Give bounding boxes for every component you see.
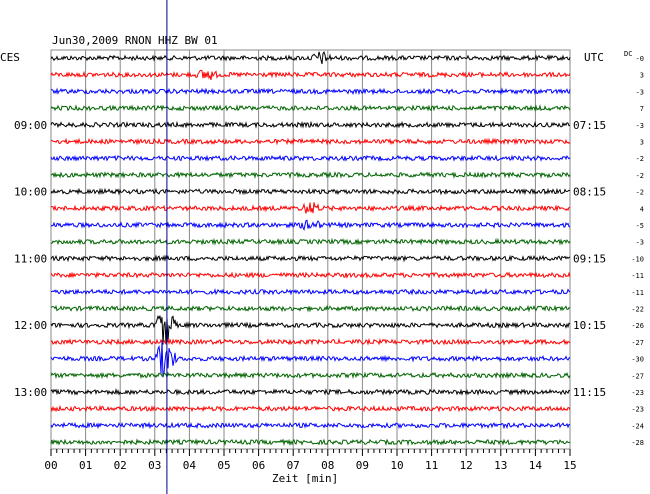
left-time-label: 10:00	[14, 186, 47, 199]
dc-offset-label: 7	[640, 105, 644, 113]
seismic-traces	[50, 50, 571, 447]
x-tick-label: 01	[79, 459, 92, 472]
dc-offset-label: -23	[631, 389, 644, 397]
dc-offset-label: -27	[631, 372, 644, 380]
trace-16	[50, 314, 571, 345]
left-time-label: 12:00	[14, 319, 47, 332]
x-tick-label: 03	[148, 459, 161, 472]
dc-offset-label: -30	[631, 356, 644, 364]
right-time-labels: 07:15 08:15 09:15 10:15 11:15	[573, 119, 606, 399]
x-axis-label: Zeit [min]	[272, 472, 338, 485]
dc-offset-label: -24	[631, 422, 644, 430]
dc-offset-label: -2	[636, 189, 644, 197]
dc-offset-label: 3	[640, 139, 644, 147]
x-tick-label: 08	[321, 459, 334, 472]
trace-15	[50, 304, 571, 313]
trace-6	[50, 154, 571, 163]
left-time-label: 11:00	[14, 252, 47, 265]
dc-offset-label: -2	[636, 155, 644, 163]
dc-offset-label: -23	[631, 406, 644, 414]
trace-10	[50, 219, 571, 231]
trace-3	[50, 104, 571, 112]
x-tick-label: 00	[44, 459, 57, 472]
dc-header-label: DC	[624, 50, 632, 58]
dc-offset-label: -2	[636, 172, 644, 180]
x-tick-label: 05	[217, 459, 230, 472]
right-timezone-label: UTC	[584, 51, 604, 64]
left-time-label: 13:00	[14, 386, 47, 399]
dc-offset-label: -22	[631, 306, 644, 314]
x-tick-label: 02	[114, 459, 127, 472]
dc-offset-label: -0	[636, 55, 644, 63]
trace-22	[50, 421, 571, 430]
trace-4	[50, 120, 570, 129]
chart-title: Jun30,2009 RNON HHZ BW 01	[52, 34, 218, 47]
trace-14	[50, 287, 571, 296]
x-tick-label: 14	[529, 459, 543, 472]
x-tick-label: 10	[390, 459, 403, 472]
trace-1	[50, 69, 571, 81]
left-time-label: 09:00	[14, 119, 47, 132]
x-tick-label: 04	[183, 459, 197, 472]
x-tick-label: 11	[425, 459, 438, 472]
dc-offset-label: 3	[640, 72, 644, 80]
left-time-labels: 09:00 10:00 11:00 12:00 13:00	[14, 119, 47, 399]
right-time-label: 11:15	[573, 386, 606, 399]
trace-8	[50, 187, 571, 196]
dc-offset-label: -10	[631, 255, 644, 263]
x-axis: 00 01 02 03 04 05 06 07 08 09 10 11 12 13 14 15	[44, 449, 577, 472]
x-tick-label: 12	[460, 459, 473, 472]
time-grid	[50, 49, 571, 450]
x-tick-label: 07	[287, 459, 300, 472]
right-time-label: 10:15	[573, 319, 606, 332]
trace-20	[50, 388, 571, 396]
dc-offset-label: -26	[631, 322, 644, 330]
dc-offset-label: -27	[631, 339, 644, 347]
dc-offset-label: -28	[631, 439, 644, 447]
x-tick-label: 09	[356, 459, 369, 472]
dc-offset-label: -5	[636, 222, 644, 230]
dc-offset-label: 4	[640, 205, 644, 213]
dc-offset-label: -11	[631, 289, 644, 297]
trace-11	[50, 237, 571, 246]
trace-2	[50, 87, 571, 96]
trace-18	[50, 340, 571, 378]
trace-9	[50, 202, 571, 214]
trace-13	[50, 271, 571, 280]
trace-17	[50, 337, 571, 346]
x-tick-label: 15	[563, 459, 576, 472]
dc-offset-label: -3	[636, 122, 644, 130]
trace-7	[50, 170, 571, 179]
right-time-label: 09:15	[573, 252, 606, 265]
trace-19	[50, 371, 571, 380]
trace-0	[50, 50, 571, 65]
trace-5	[50, 137, 571, 146]
dc-offset-label: -11	[631, 272, 644, 280]
right-time-label: 07:15	[573, 119, 606, 132]
dc-offset-label: -3	[636, 88, 644, 96]
trace-12	[50, 254, 571, 263]
dc-offset-label: -3	[636, 239, 644, 247]
left-timezone-label: CES	[0, 51, 20, 64]
x-tick-label: 06	[252, 459, 265, 472]
x-tick-label: 13	[494, 459, 507, 472]
trace-23	[50, 438, 571, 447]
trace-21	[50, 404, 571, 413]
right-time-label: 08:15	[573, 186, 606, 199]
dc-offset-labels: -03-37-33-2-2-24-5-3-10-11-11-22-26-27-3…	[631, 55, 644, 447]
